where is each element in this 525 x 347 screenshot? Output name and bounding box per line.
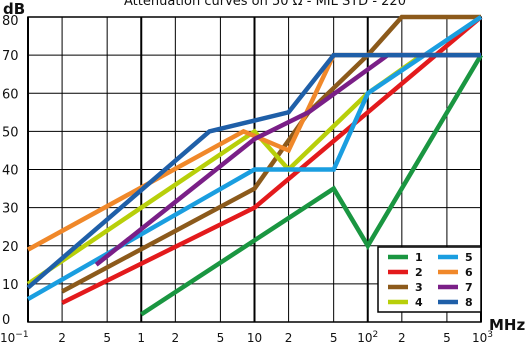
series-line-5 (26, 15, 483, 302)
y-tick-label: 30 (2, 202, 19, 217)
y-tick-labels: 0 10 20 30 40 50 60 70 80 (2, 14, 19, 328)
y-axis-label: dB (3, 0, 25, 18)
series-line-8 (26, 52, 481, 290)
y-tick-label: 50 (2, 125, 19, 140)
x-tick-label: 2 (58, 331, 66, 345)
x-tick-label: 102 (357, 330, 378, 345)
legend-label-1: 1 (415, 251, 423, 264)
y-tick-label: 40 (2, 164, 19, 179)
y-tick-label: 60 (2, 87, 19, 102)
x-tick-label: 5 (217, 331, 225, 345)
x-tick-label: 10 (247, 331, 262, 345)
legend-label-4: 4 (415, 296, 423, 309)
plot-frame (27, 16, 482, 323)
x-tick-label: 103 (472, 330, 493, 345)
x-tick-exponent: −1 (15, 330, 28, 340)
series-line-2 (61, 15, 483, 305)
legend-label-6: 6 (465, 266, 473, 279)
x-tick-label: 2 (398, 331, 406, 345)
series-line-3 (61, 14, 481, 294)
legend-label-8: 8 (465, 296, 473, 309)
x-tick-label: 1 (137, 331, 145, 345)
x-axis-label: MHz (489, 316, 525, 334)
legend-label-5: 5 (465, 251, 473, 264)
y-tick-label: 70 (2, 49, 19, 64)
y-tick-label: 80 (2, 14, 19, 29)
x-tick-label: 5 (443, 331, 451, 345)
x-tick-label: 10−1 (0, 330, 29, 345)
series-line-1 (140, 53, 483, 317)
chart-title: Attenuation curves on 50 Ω - MIL STD - 2… (124, 0, 406, 9)
y-tick-label: 20 (2, 240, 19, 255)
x-tick-label: 5 (103, 331, 111, 345)
legend: 1 2 3 4 5 6 7 8 (377, 246, 482, 313)
x-tick-label: 2 (285, 331, 293, 345)
x-tick-label: 5 (330, 331, 338, 345)
x-tick-exponent: 2 (373, 330, 379, 340)
legend-label-7: 7 (465, 281, 473, 294)
x-tick-labels: 10−1 2 5 1 2 5 10 2 5 102 2 5 103 (0, 330, 493, 345)
y-tick-label: 0 (2, 313, 10, 328)
legend-label-3: 3 (415, 281, 423, 294)
legend-label-2: 2 (415, 266, 423, 279)
x-tick-label: 2 (172, 331, 180, 345)
y-tick-label: 10 (2, 278, 19, 293)
series-layer (26, 14, 483, 317)
x-tick-exponent: 3 (487, 330, 493, 340)
